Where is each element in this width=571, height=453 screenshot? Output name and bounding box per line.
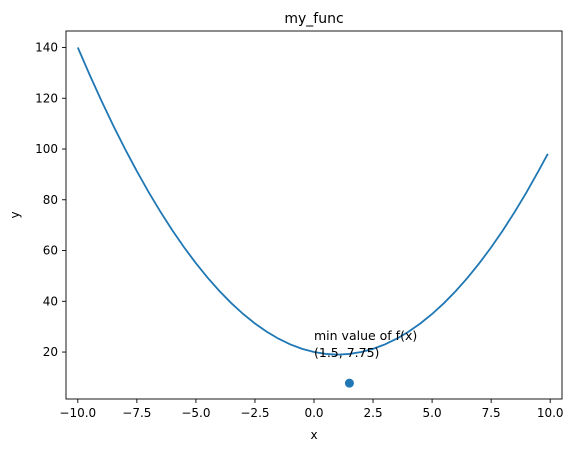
x-tick-label: −10.0: [59, 406, 96, 420]
y-axis-ticks: 20 40 60 80 100 120 140: [35, 40, 66, 359]
x-tick-label: 7.5: [482, 406, 501, 420]
series-line: [76, 47, 549, 356]
y-tick-label: 140: [35, 40, 58, 54]
annotation-label-line2: (1.5, 7.75): [314, 345, 379, 360]
x-tick-label: 10.0: [537, 406, 564, 420]
y-tick-label: 120: [35, 91, 58, 105]
x-axis-ticks: −10.0 −7.5 −5.0 −2.5 0.0 2.5 5.0 7.5 10.0: [59, 399, 564, 420]
y-tick-label: 80: [43, 193, 58, 207]
plot-area: min value of f(x) (1.5, 7.75): [76, 47, 549, 388]
x-tick-label: −7.5: [122, 406, 151, 420]
x-tick-label: −5.0: [181, 406, 210, 420]
x-tick-label: 5.0: [423, 406, 442, 420]
x-tick-label: 0.0: [304, 406, 323, 420]
x-tick-label: 2.5: [364, 406, 383, 420]
chart-title: my_func: [284, 11, 343, 27]
min-point-marker: [344, 378, 354, 388]
annotation-label-line1: min value of f(x): [314, 328, 417, 343]
x-tick-label: −2.5: [240, 406, 269, 420]
y-tick-label: 60: [43, 244, 58, 258]
y-axis-label: y: [8, 211, 22, 218]
y-tick-label: 100: [35, 142, 58, 156]
y-tick-label: 20: [43, 345, 58, 359]
x-axis-label: x: [310, 428, 317, 442]
y-tick-label: 40: [43, 294, 58, 308]
